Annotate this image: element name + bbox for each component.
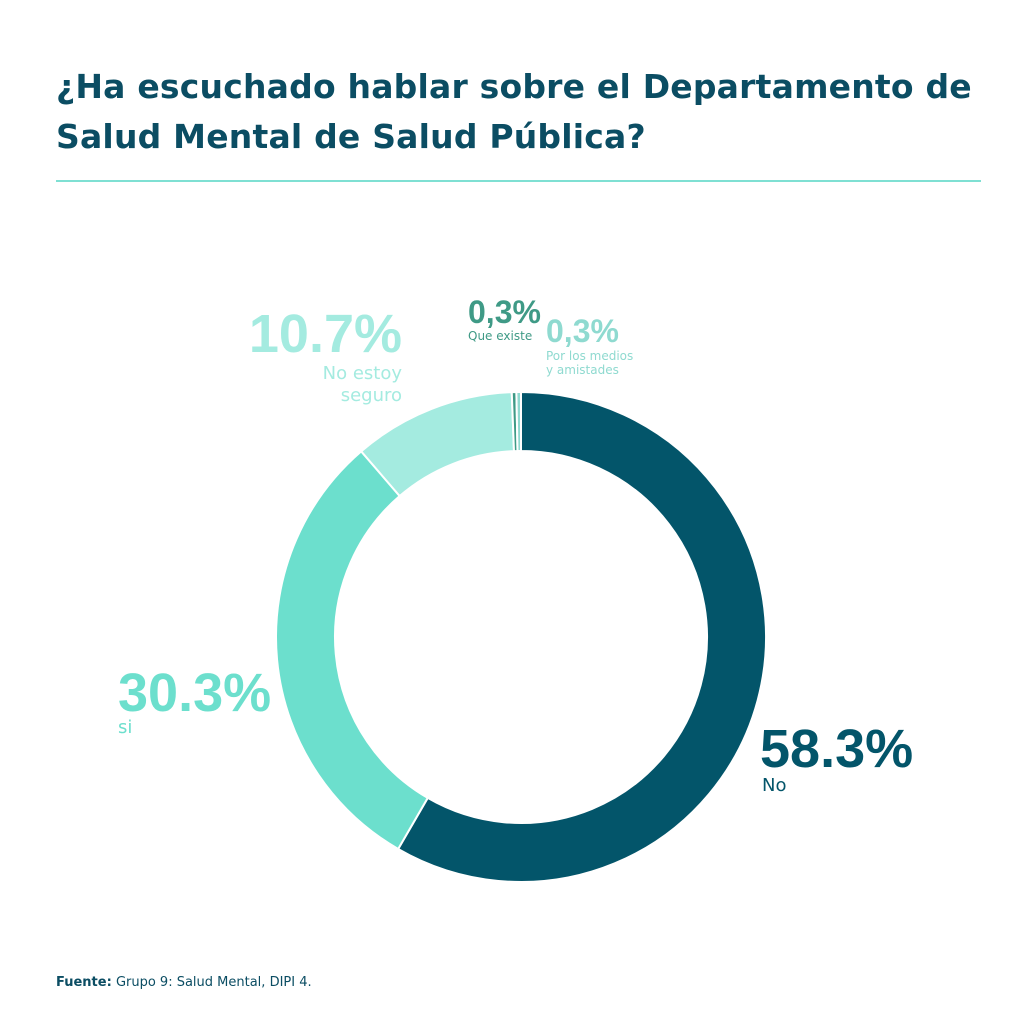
que-existe-category-label: Que existe (468, 329, 532, 343)
slice-si (275, 449, 430, 851)
no-estoy-seguro-value-label: 10.7% (249, 304, 402, 364)
no-estoy-seguro-category-label-line2: seguro (341, 385, 402, 406)
no-value-label: 58.3% (760, 719, 913, 779)
slice-por-los-medios (515, 390, 522, 453)
source-label: Fuente: (56, 975, 112, 990)
que-existe-value-label: 0,3% (468, 294, 541, 330)
slice-no (396, 390, 767, 883)
page-title: ¿Ha escuchado hablar sobre el Departamen… (56, 67, 972, 156)
si-value-label: 30.3% (118, 663, 271, 723)
por-los-medios-category-label-line2: y amistades (546, 363, 619, 377)
donut-slices (275, 390, 767, 883)
title-divider (56, 180, 981, 182)
por-los-medios-category-label-line1: Por los medios (546, 349, 633, 363)
source-text: Grupo 9: Salud Mental, DIPI 4. (115, 975, 312, 990)
source-note: Fuente: Grupo 9: Salud Mental, DIPI 4. (56, 975, 312, 990)
no-category-label: No (762, 775, 786, 796)
por-los-medios-value-label: 0,3% (546, 313, 619, 349)
si-category-label: si (118, 717, 132, 738)
no-estoy-seguro-category-label-line1: No estoy (323, 363, 403, 384)
